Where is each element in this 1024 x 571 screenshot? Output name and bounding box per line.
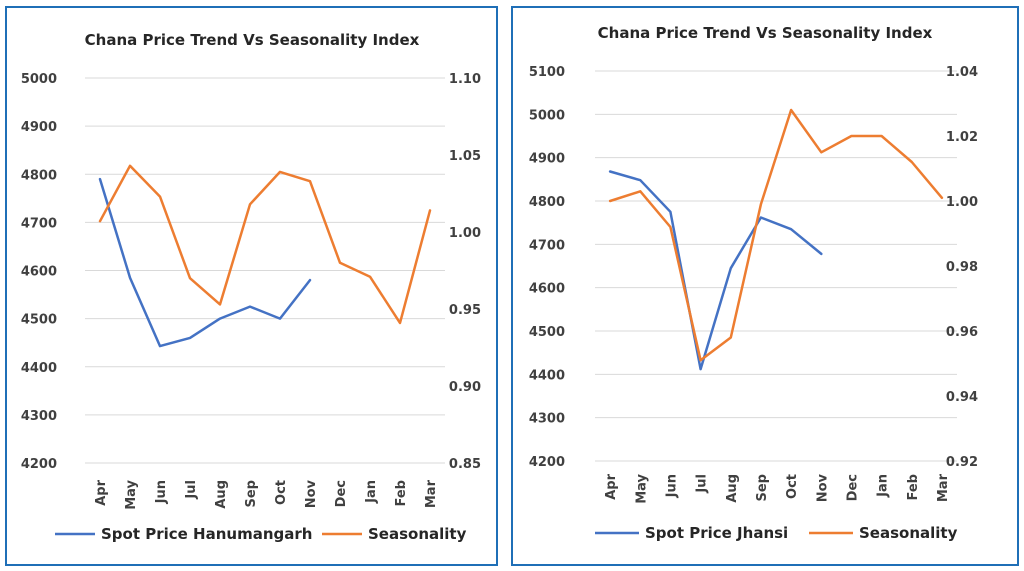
- x-axis-tick-label: Feb: [906, 474, 921, 500]
- series-line-seasonality: [608, 108, 944, 362]
- right-axis-tick-label: 0.95: [449, 303, 481, 318]
- right-axis-tick-label: 0.90: [449, 380, 481, 395]
- left-axis-tick-label: 4300: [21, 409, 57, 424]
- x-axis-tick-label: Oct: [274, 480, 289, 505]
- x-axis-tick-label: Jan: [876, 474, 891, 498]
- x-axis-tick-label: Aug: [214, 480, 229, 509]
- right-axis-tick-label: 0.98: [946, 260, 978, 275]
- chart-jhansi: Chana Price Trend Vs Seasonality Index 42…: [529, 24, 978, 542]
- left-axis-tick-label: 4700: [21, 216, 57, 231]
- left-axis-tick-label: 4400: [529, 368, 565, 383]
- right-axis-tick-label: 0.92: [946, 455, 978, 470]
- x-axis-tick-label: Aug: [725, 474, 740, 503]
- series-line-seasonality: [98, 164, 432, 325]
- x-axis-tick-label: Apr: [604, 473, 619, 499]
- left-axis-tick-label: 5100: [529, 65, 565, 80]
- chart-title: Chana Price Trend Vs Seasonality Index: [598, 24, 933, 42]
- legend-label: Spot Price Hanumangarh: [101, 525, 312, 543]
- left-axis-tick-label: 4300: [529, 412, 565, 427]
- chart-panel-hanumangarh: Chana Price Trend Vs Seasonality Index 42…: [5, 6, 498, 566]
- right-axis-tick-label: 1.00: [946, 195, 978, 210]
- left-axis-tick-label: 4700: [529, 238, 565, 253]
- chart-hanumangarh: Chana Price Trend Vs Seasonality Index 42…: [21, 31, 481, 543]
- right-axis-tick-label: 1.10: [449, 72, 481, 87]
- x-axis-tick-label: Apr: [94, 479, 109, 505]
- right-axis-tick-label: 0.94: [946, 390, 978, 405]
- left-axis-tick-label: 4800: [529, 195, 565, 210]
- legend-label: Seasonality: [368, 525, 467, 543]
- x-axis-tick-label: Dec: [334, 480, 349, 507]
- x-axis-tick-label: Jun: [154, 480, 169, 504]
- left-axis-tick-label: 4600: [21, 265, 57, 280]
- left-axis-tick-label: 4500: [529, 325, 565, 340]
- series-line-spot-price: [98, 177, 312, 348]
- chart-title: Chana Price Trend Vs Seasonality Index: [85, 31, 420, 49]
- x-axis-tick-label: Mar: [424, 479, 439, 508]
- x-axis-tick-label: Nov: [304, 479, 319, 508]
- x-axis-tick-label: Sep: [755, 474, 770, 502]
- left-axis-tick-label: 4500: [21, 313, 57, 328]
- x-axis-tick-label: Jan: [364, 480, 379, 504]
- left-axis-tick-label: 4200: [529, 455, 565, 470]
- x-axis-tick-label: May: [634, 473, 649, 503]
- x-axis-tick-label: Dec: [845, 474, 860, 501]
- chart-panel-jhansi: Chana Price Trend Vs Seasonality Index 42…: [511, 6, 1019, 566]
- x-axis-tick-label: Oct: [785, 474, 800, 499]
- x-axis-tick-label: Feb: [394, 480, 409, 506]
- x-axis-tick-label: Sep: [244, 480, 259, 508]
- left-axis-tick-label: 4900: [529, 152, 565, 167]
- left-axis-tick-label: 4200: [21, 457, 57, 472]
- right-axis-tick-label: 1.04: [946, 65, 978, 80]
- legend-label: Spot Price Jhansi: [645, 524, 788, 542]
- right-axis-tick-label: 1.02: [946, 130, 978, 145]
- legend-label: Seasonality: [859, 524, 958, 542]
- left-axis-tick-label: 4400: [21, 361, 57, 376]
- right-axis-tick-label: 0.96: [946, 325, 978, 340]
- right-axis-tick-label: 1.05: [449, 149, 481, 164]
- right-axis-tick-label: 0.85: [449, 457, 481, 472]
- left-axis-tick-label: 4600: [529, 282, 565, 297]
- left-axis-tick-label: 5000: [21, 72, 57, 87]
- x-axis-tick-label: Nov: [815, 473, 830, 502]
- series-line-spot-price: [608, 170, 823, 371]
- left-axis-tick-label: 5000: [529, 108, 565, 123]
- x-axis-tick-label: May: [124, 479, 139, 509]
- x-axis-tick-label: Mar: [936, 473, 951, 502]
- left-axis-tick-label: 4800: [21, 168, 57, 183]
- x-axis-tick-label: Jun: [664, 474, 679, 498]
- x-axis-tick-label: Jul: [184, 480, 199, 500]
- x-axis-tick-label: Jul: [695, 474, 710, 494]
- left-axis-tick-label: 4900: [21, 120, 57, 135]
- right-axis-tick-label: 1.00: [449, 226, 481, 241]
